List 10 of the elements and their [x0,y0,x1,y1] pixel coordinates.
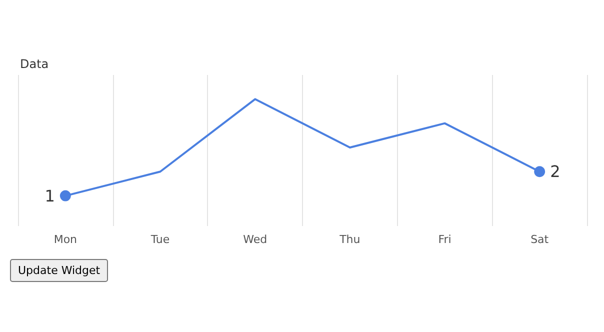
x-tick-label: Mon [54,233,78,246]
chart-title: Data [20,57,49,71]
data-label: 2 [550,162,560,182]
x-tick-label: Sat [530,233,550,246]
x-tick-label: Wed [243,233,268,246]
x-tick-label: Tue [150,233,170,246]
x-tick-label: Fri [438,233,452,246]
data-label: 1 [44,186,55,206]
x-tick-label: Thu [338,233,360,246]
update-button: Update Widget [10,259,108,282]
